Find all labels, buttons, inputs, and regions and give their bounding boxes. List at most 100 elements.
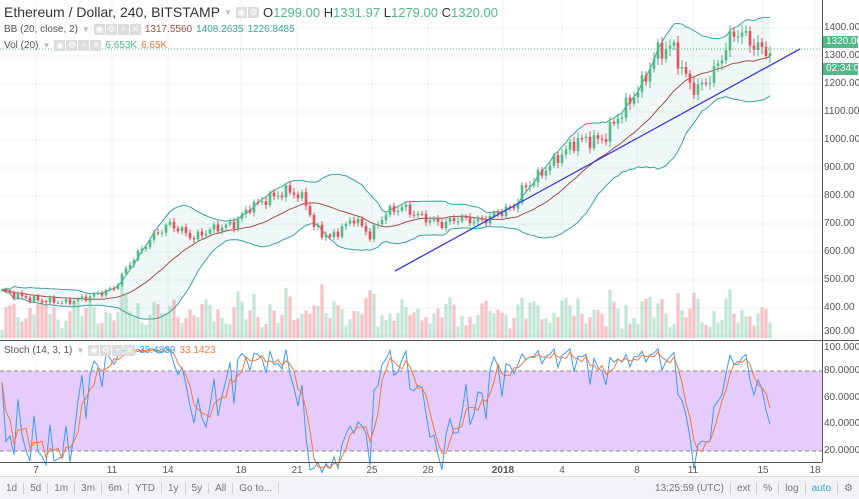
candle-body xyxy=(680,67,684,69)
range-button-1d[interactable]: 1d xyxy=(0,482,25,494)
candle-body xyxy=(712,66,716,83)
range-button-1y[interactable]: 1y xyxy=(162,482,186,494)
volume-bar xyxy=(84,307,88,338)
candle-body xyxy=(728,31,732,51)
volume-bar xyxy=(300,313,304,338)
chevron-down-icon[interactable]: ▼ xyxy=(42,41,51,50)
range-button-all[interactable]: All xyxy=(209,482,234,494)
candle-body xyxy=(392,206,396,212)
volume-bar xyxy=(764,308,768,338)
candle-body xyxy=(592,135,596,149)
volume-bar xyxy=(56,319,60,338)
candle-body xyxy=(332,231,336,238)
goto-button[interactable]: Go to... xyxy=(233,482,280,494)
vol-label[interactable]: Vol (20) xyxy=(4,40,39,51)
volume-bar xyxy=(520,298,524,338)
volume-bar xyxy=(136,302,140,338)
bb-label[interactable]: BB (20, close, 2) xyxy=(4,24,78,35)
candle-body xyxy=(324,234,328,238)
volume-bar xyxy=(28,307,32,338)
plus-icon[interactable]: + xyxy=(112,345,124,356)
candle-body xyxy=(272,192,276,197)
symbol-title[interactable]: Ethereum / Dollar, 240, BITSTAMP xyxy=(4,4,221,20)
candle-body xyxy=(300,192,304,199)
candle-body xyxy=(172,221,176,229)
plus-icon[interactable]: + xyxy=(78,40,90,51)
ext-toggle[interactable]: ext xyxy=(731,482,758,494)
candle-body xyxy=(704,82,708,84)
gear-icon[interactable]: ⚙ xyxy=(105,24,117,35)
volume-bar xyxy=(680,310,684,338)
range-button-5d[interactable]: 5d xyxy=(24,482,49,494)
candle-body xyxy=(216,224,220,232)
gear-icon[interactable]: ⚙ xyxy=(247,6,259,18)
volume-bar xyxy=(576,298,580,338)
eye-icon[interactable]: ◉ xyxy=(54,40,66,51)
candle-body xyxy=(212,224,216,230)
trend-line[interactable] xyxy=(394,48,801,272)
volume-bar xyxy=(380,315,384,338)
gear-icon[interactable]: ⚙ xyxy=(100,345,112,356)
settings-gear-icon[interactable]: ⚙ xyxy=(844,482,853,494)
close-icon[interactable]: ✕ xyxy=(90,40,102,51)
candle-body xyxy=(396,210,400,212)
candle-body xyxy=(400,207,404,211)
range-button-ytd[interactable]: YTD xyxy=(129,482,162,494)
range-button-3m[interactable]: 3m xyxy=(75,482,103,494)
candle-body xyxy=(628,97,632,104)
clock-time[interactable]: 13:25:59 (UTC) xyxy=(649,482,731,494)
candle-body xyxy=(640,75,644,93)
volume-bar xyxy=(172,299,176,338)
range-button-1m[interactable]: 1m xyxy=(48,482,76,494)
volume-bar xyxy=(624,305,628,338)
candle-body xyxy=(716,63,720,67)
chevron-down-icon[interactable]: ▼ xyxy=(224,7,232,17)
chevron-down-icon[interactable]: ▼ xyxy=(76,346,85,355)
eye-icon[interactable]: ◉ xyxy=(88,345,100,356)
volume-bar xyxy=(492,313,496,338)
candle-body xyxy=(676,42,680,69)
volume-bar xyxy=(408,315,412,338)
candle-body xyxy=(344,223,348,227)
volume-bar xyxy=(428,323,432,338)
last-price-tag: 1320.00 xyxy=(823,36,859,48)
chart-canvas[interactable] xyxy=(0,0,859,476)
range-button-5y[interactable]: 5y xyxy=(186,482,210,494)
plus-icon[interactable]: + xyxy=(117,24,129,35)
auto-toggle[interactable]: auto xyxy=(806,482,839,494)
percent-toggle[interactable]: % xyxy=(757,482,780,494)
volume-bar xyxy=(332,301,336,338)
candle-body xyxy=(600,138,604,140)
volume-bar xyxy=(164,313,168,338)
volume-bar xyxy=(148,314,152,338)
candle-body xyxy=(24,296,28,298)
eye-icon[interactable]: ◉ xyxy=(235,6,247,18)
candle-body xyxy=(464,216,468,218)
close-icon[interactable]: ✕ xyxy=(124,345,136,356)
stoch-tick-label: 100.0000 xyxy=(824,342,859,353)
eye-icon[interactable]: ◉ xyxy=(93,24,105,35)
log-toggle[interactable]: log xyxy=(779,482,806,494)
range-button-6m[interactable]: 6m xyxy=(102,482,129,494)
volume-bar xyxy=(120,282,124,338)
volume-bar xyxy=(60,328,64,338)
volume-bar xyxy=(464,325,468,338)
close-icon[interactable]: ✕ xyxy=(129,24,141,35)
stoch-tick-label: 60.0000 xyxy=(824,391,859,403)
candle-body xyxy=(360,218,364,226)
volume-bar xyxy=(352,310,356,338)
volume-bar xyxy=(292,319,296,338)
candle-body xyxy=(292,192,296,195)
volume-bar xyxy=(288,296,292,338)
chevron-down-icon[interactable]: ▼ xyxy=(81,25,90,34)
volume-bar xyxy=(168,305,172,338)
candle-body xyxy=(624,97,628,118)
stoch-label[interactable]: Stoch (14, 3, 1) xyxy=(4,345,73,356)
candle-body xyxy=(4,289,8,292)
candle-body xyxy=(384,214,388,221)
date-tick-label: 4 xyxy=(559,465,565,476)
volume-bar xyxy=(740,309,744,338)
gear-icon[interactable]: ⚙ xyxy=(66,40,78,51)
volume-bar xyxy=(748,316,752,338)
candle-body xyxy=(348,220,352,224)
